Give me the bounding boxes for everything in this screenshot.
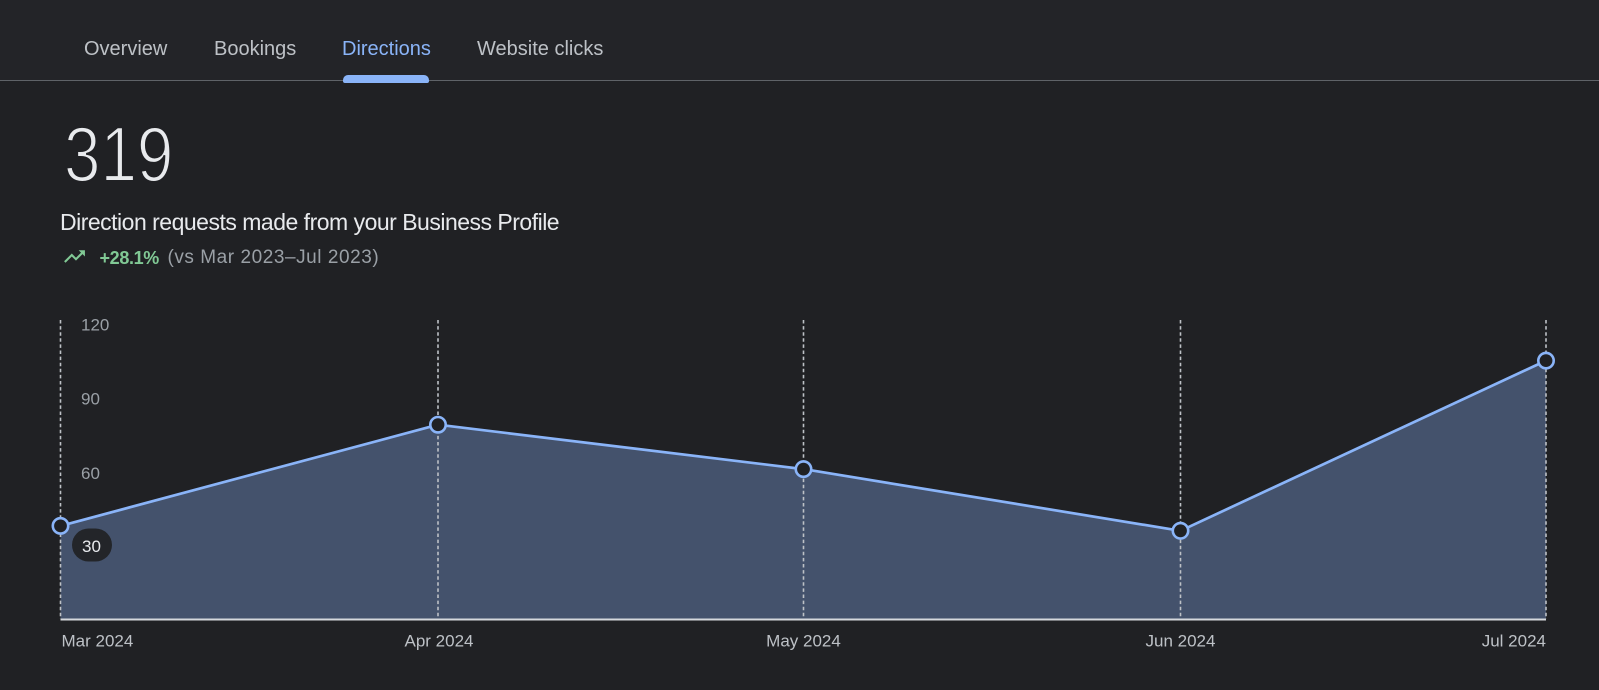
svg-text:Mar 2024: Mar 2024 xyxy=(62,632,134,651)
svg-text:May 2024: May 2024 xyxy=(766,632,841,651)
svg-text:90: 90 xyxy=(81,390,100,409)
svg-text:Jul 2024: Jul 2024 xyxy=(1482,632,1546,651)
svg-text:Jun 2024: Jun 2024 xyxy=(1146,632,1216,651)
svg-text:60: 60 xyxy=(81,464,100,483)
svg-text:120: 120 xyxy=(81,316,109,335)
svg-text:30: 30 xyxy=(82,537,101,556)
svg-text:Apr 2024: Apr 2024 xyxy=(405,632,474,651)
